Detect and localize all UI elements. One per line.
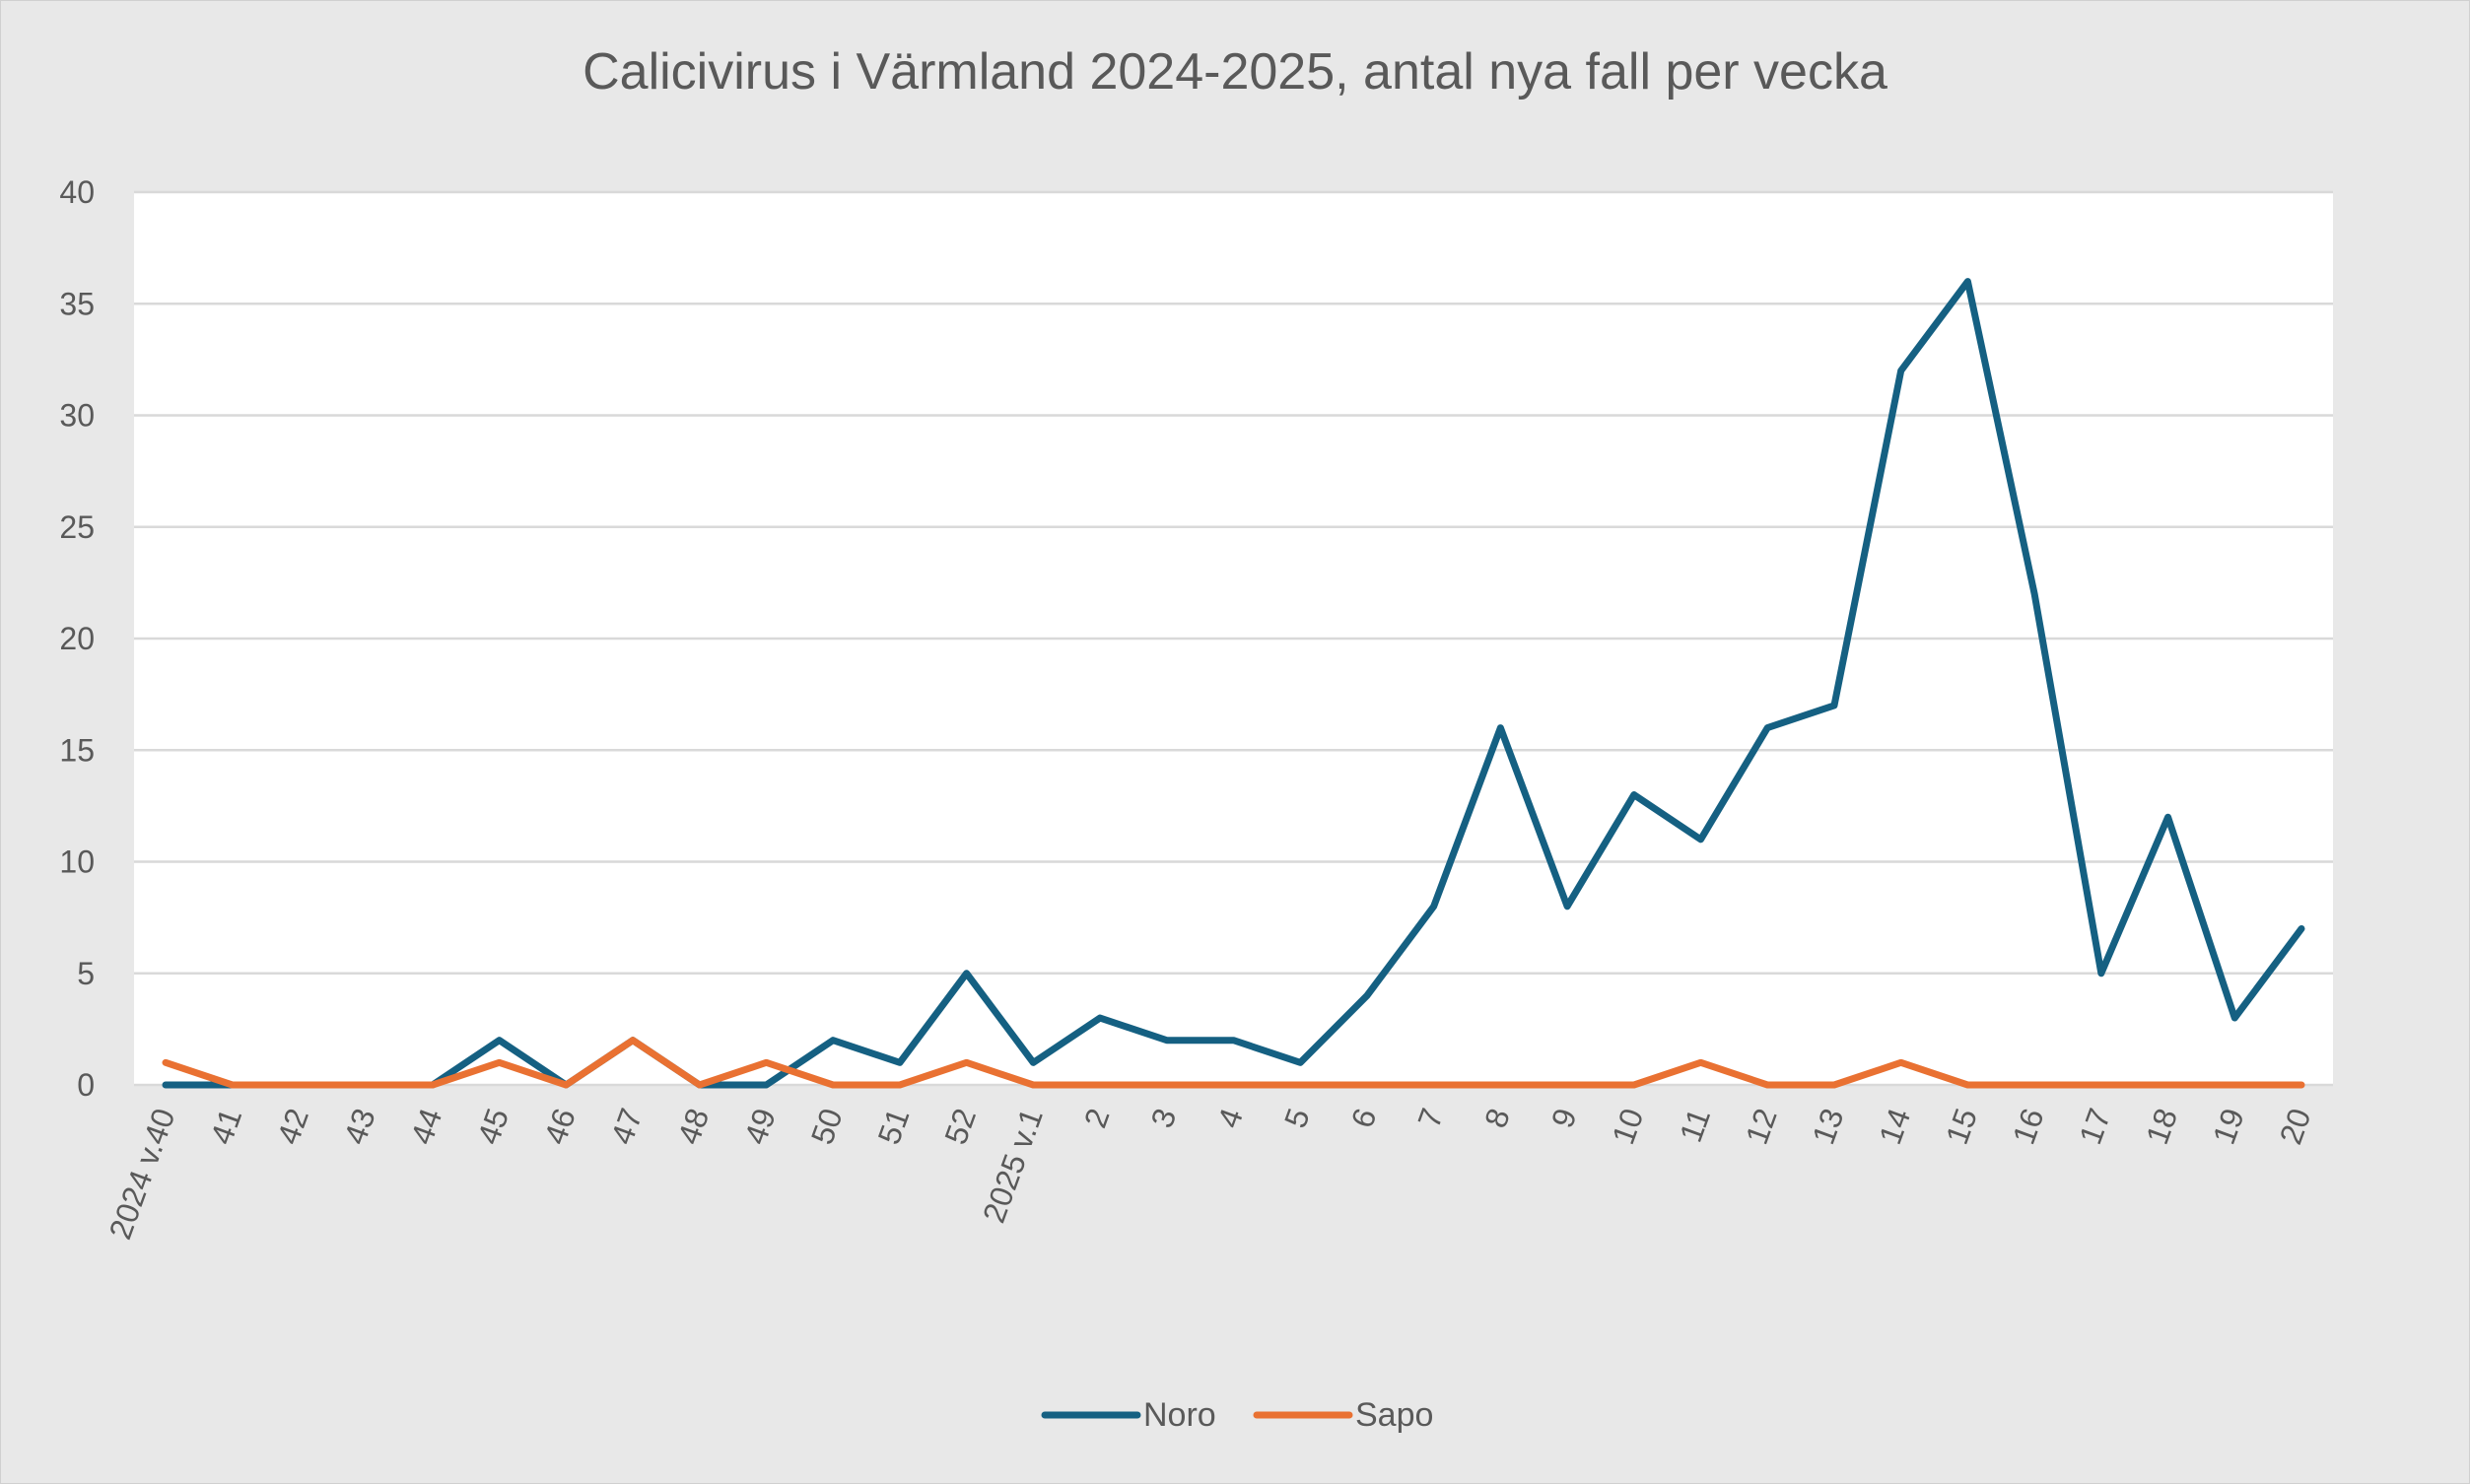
y-tick-label: 15 — [59, 732, 95, 768]
y-tick-label: 5 — [77, 956, 95, 991]
y-tick-label: 10 — [59, 844, 95, 880]
legend-label-sapo: Sapo — [1355, 1396, 1433, 1434]
chart-title: Calicivirus i Värmland 2024-2025, antal … — [583, 43, 1887, 101]
y-tick-label: 0 — [77, 1067, 95, 1103]
y-tick-label: 35 — [59, 286, 95, 321]
legend-label-noro: Noro — [1143, 1396, 1216, 1434]
y-tick-label: 25 — [59, 509, 95, 545]
y-tick-label: 30 — [59, 398, 95, 434]
y-tick-label: 40 — [59, 174, 95, 210]
y-tick-label: 20 — [59, 621, 95, 656]
